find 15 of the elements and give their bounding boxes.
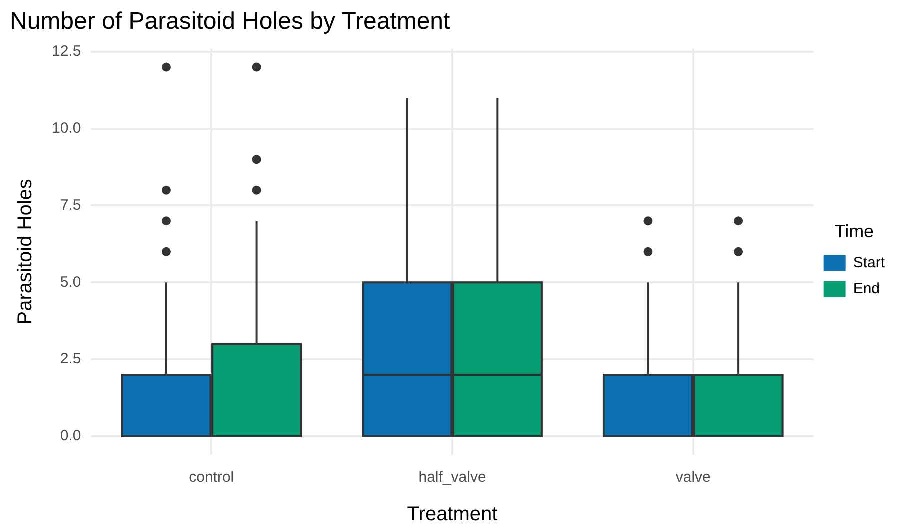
legend-label: End xyxy=(853,280,880,298)
y-axis-title: Parasitoid Holes xyxy=(14,179,37,325)
y-tick-label: 0.0 xyxy=(60,428,82,445)
legend-label: Start xyxy=(853,254,886,272)
x-tick-label: control xyxy=(189,469,234,486)
x-tick-label: valve xyxy=(676,469,711,486)
y-tick-label: 7.5 xyxy=(60,196,82,214)
chart-title: Number of Parasitoid Holes by Treatment xyxy=(10,8,451,36)
y-tick-label: 10.0 xyxy=(52,120,82,137)
y-tick-label: 5.0 xyxy=(60,274,82,291)
y-tick-label: 2.5 xyxy=(60,350,82,368)
x-tick-label: half_valve xyxy=(418,469,486,486)
x-axis-title: Treatment xyxy=(407,504,498,526)
legend-title: Time xyxy=(834,222,874,242)
y-tick-label: 12.5 xyxy=(52,43,82,60)
